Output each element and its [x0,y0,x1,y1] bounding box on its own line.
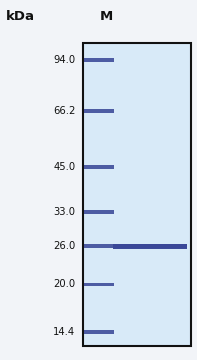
Bar [84,244,114,248]
Bar [84,165,114,168]
Text: 26.0: 26.0 [53,241,75,251]
Bar [113,244,187,249]
Text: kDa: kDa [6,10,35,23]
Bar [83,43,191,346]
Text: 45.0: 45.0 [53,162,75,172]
Bar [113,244,187,248]
Bar [84,109,114,113]
Text: 33.0: 33.0 [53,207,75,217]
Bar [113,244,187,248]
Bar [113,245,187,248]
Text: 20.0: 20.0 [53,279,75,289]
Bar [113,244,187,249]
Text: M: M [100,10,113,23]
Text: 94.0: 94.0 [53,55,75,65]
Text: 14.4: 14.4 [53,327,75,337]
Bar [84,58,114,62]
Bar [84,330,114,334]
Bar [84,210,114,213]
Bar [84,283,114,286]
Text: 66.2: 66.2 [53,106,75,116]
